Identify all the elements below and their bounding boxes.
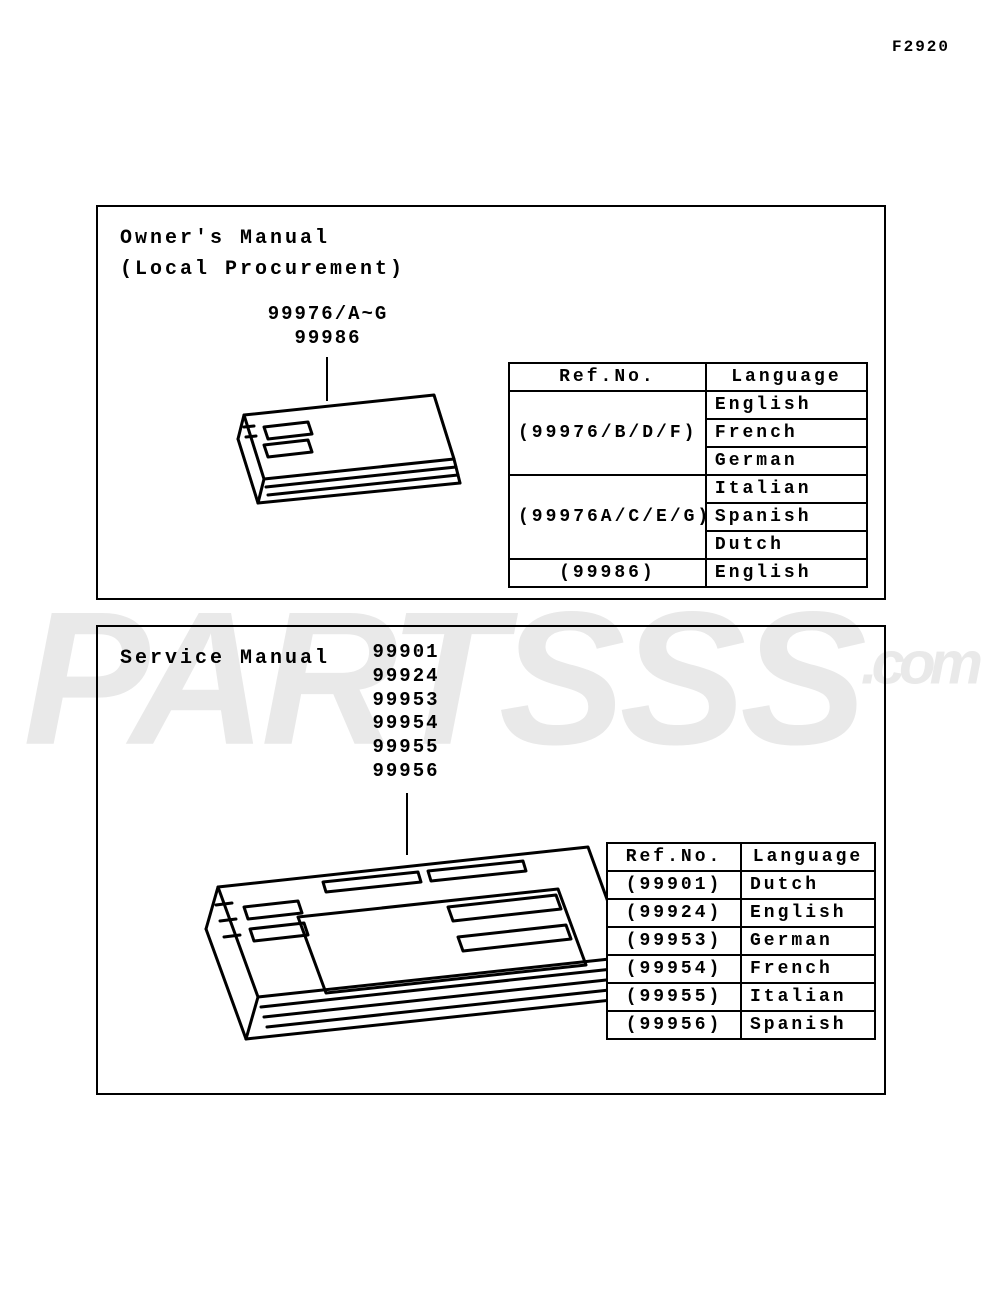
service-manual-book-icon: [148, 837, 648, 1087]
language-cell: English: [741, 899, 875, 927]
language-cell: English: [706, 391, 867, 419]
refno-cell: (99954): [607, 955, 741, 983]
language-cell: English: [706, 559, 867, 587]
language-cell: Spanish: [741, 1011, 875, 1039]
table-header-row: Ref.No. Language: [509, 363, 867, 391]
refno-cell: (99955): [607, 983, 741, 1011]
table-row: (99954)French: [607, 955, 875, 983]
service-reference-table: Ref.No. Language (99901)Dutch(99924)Engl…: [606, 842, 876, 1040]
part-label: 99956: [351, 760, 461, 784]
table-row: (99924)English: [607, 899, 875, 927]
language-cell: Italian: [741, 983, 875, 1011]
header-refno: Ref.No.: [607, 843, 741, 871]
table-header-row: Ref.No. Language: [607, 843, 875, 871]
part-label: 99954: [351, 712, 461, 736]
owners-part-labels: 99976/A~G99986: [238, 303, 418, 351]
language-cell: Spanish: [706, 503, 867, 531]
part-label: 99955: [351, 736, 461, 760]
part-label: 99901: [351, 641, 461, 665]
owners-panel-title: Owner's Manual (Local Procurement): [120, 223, 405, 285]
table-row: (99955)Italian: [607, 983, 875, 1011]
table-row: (99953)German: [607, 927, 875, 955]
refno-cell: (99976A/C/E/G): [509, 475, 706, 559]
table-row: (99986)English: [509, 559, 867, 587]
part-label: 99953: [351, 689, 461, 713]
language-cell: Dutch: [706, 531, 867, 559]
part-label: 99976/A~G: [238, 303, 418, 327]
table-row: (99976/B/D/F)English: [509, 391, 867, 419]
language-cell: Italian: [706, 475, 867, 503]
refno-cell: (99953): [607, 927, 741, 955]
service-panel-title: Service Manual: [120, 643, 330, 674]
language-cell: French: [706, 419, 867, 447]
refno-cell: (99956): [607, 1011, 741, 1039]
table-row: (99976A/C/E/G)Italian: [509, 475, 867, 503]
part-label: 99924: [351, 665, 461, 689]
owners-manual-panel: Owner's Manual (Local Procurement) 99976…: [96, 205, 886, 600]
table-row: (99956)Spanish: [607, 1011, 875, 1039]
owners-manual-book-icon: [204, 387, 464, 567]
part-label: 99986: [238, 327, 418, 351]
language-cell: German: [706, 447, 867, 475]
refno-cell: (99901): [607, 871, 741, 899]
refno-cell: (99986): [509, 559, 706, 587]
service-part-labels: 999019992499953999549995599956: [351, 641, 461, 784]
service-manual-panel: Service Manual 9990199924999539995499955…: [96, 625, 886, 1095]
header-language: Language: [706, 363, 867, 391]
language-cell: French: [741, 955, 875, 983]
language-cell: Dutch: [741, 871, 875, 899]
page-code: F2920: [892, 38, 950, 56]
header-language: Language: [741, 843, 875, 871]
owners-reference-table: Ref.No. Language (99976/B/D/F)EnglishFre…: [508, 362, 868, 588]
refno-cell: (99976/B/D/F): [509, 391, 706, 475]
language-cell: German: [741, 927, 875, 955]
header-refno: Ref.No.: [509, 363, 706, 391]
refno-cell: (99924): [607, 899, 741, 927]
table-row: (99901)Dutch: [607, 871, 875, 899]
